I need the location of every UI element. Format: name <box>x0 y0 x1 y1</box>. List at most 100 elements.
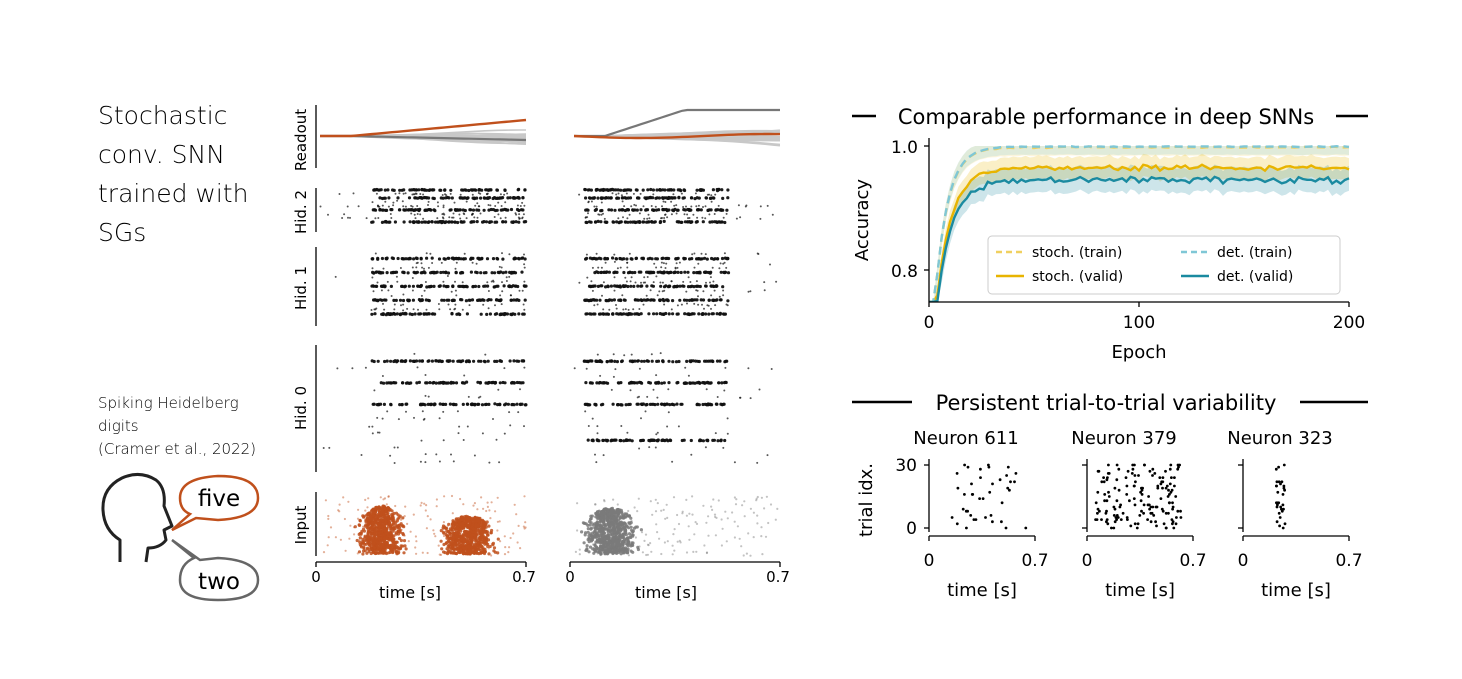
spike <box>391 188 395 192</box>
spike <box>506 196 510 200</box>
spike <box>479 212 482 215</box>
row-labels: Readout Hid. 2 Hid. 1 Hid. 0 Input <box>292 109 310 545</box>
spike <box>427 196 431 200</box>
spike <box>410 212 413 215</box>
input-spike <box>691 495 694 498</box>
trial-spike <box>1175 516 1178 519</box>
hid0-spikes <box>573 352 773 464</box>
spike <box>412 257 416 261</box>
spike <box>460 298 464 302</box>
spike <box>663 303 666 306</box>
input-spike <box>597 549 600 552</box>
input-spike <box>749 507 753 510</box>
spike <box>424 394 427 397</box>
spike <box>449 308 452 311</box>
spike <box>585 312 589 316</box>
input-spike <box>460 543 465 547</box>
spike <box>375 307 378 310</box>
spike <box>647 380 651 385</box>
spike <box>709 284 713 288</box>
spike <box>678 261 681 264</box>
spike <box>624 276 627 279</box>
input-spike <box>660 552 663 556</box>
spike <box>611 312 615 316</box>
input-spike <box>462 526 466 530</box>
spike <box>471 261 474 264</box>
spike <box>443 257 447 261</box>
spike <box>642 303 645 306</box>
spike <box>710 194 713 197</box>
trial-spike <box>956 486 960 490</box>
acc-ytick-1: 1.0 <box>891 138 918 158</box>
spike <box>506 402 510 406</box>
input-spike <box>713 513 717 516</box>
spike <box>510 294 512 297</box>
spike <box>426 359 430 363</box>
spike <box>398 313 402 317</box>
input-spike <box>767 521 770 525</box>
input-spike <box>446 551 450 555</box>
spike <box>698 271 702 275</box>
input-spike <box>326 544 329 547</box>
hid2-spikes <box>578 187 774 225</box>
input-spike <box>370 521 375 525</box>
input-spike <box>576 529 579 532</box>
input-spike <box>760 526 763 529</box>
spike <box>389 454 392 457</box>
spike <box>719 298 723 302</box>
spike <box>416 366 419 369</box>
input-spike <box>516 541 519 544</box>
spike <box>695 208 700 212</box>
spike <box>675 284 680 288</box>
spike <box>585 367 588 370</box>
spike <box>404 192 407 195</box>
input-spike <box>745 552 749 555</box>
spike <box>458 208 462 212</box>
input-spike <box>358 538 361 542</box>
spike <box>690 298 694 302</box>
legend-stoch-valid: stoch. (valid) <box>1032 269 1123 285</box>
input-spike <box>583 533 587 537</box>
input-spike <box>694 521 697 524</box>
spike <box>377 217 380 219</box>
input-spike <box>522 525 526 528</box>
spike <box>402 303 405 306</box>
spike <box>412 359 417 363</box>
input-spike <box>364 518 368 522</box>
input-spike <box>396 517 400 521</box>
input-spike <box>394 511 398 515</box>
spike <box>423 267 425 270</box>
spike <box>487 402 491 406</box>
spike <box>446 359 450 363</box>
spike <box>626 217 629 220</box>
input-spike <box>671 544 674 547</box>
trial-spike <box>1117 488 1121 492</box>
input-spike <box>369 546 373 551</box>
input-spike <box>707 515 710 518</box>
acc-ytick-0: 0.8 <box>891 262 918 282</box>
spike <box>406 208 411 212</box>
spike <box>638 308 641 310</box>
spike <box>601 188 606 192</box>
input-spike <box>461 550 465 553</box>
input-spike <box>357 532 361 537</box>
input-spike <box>583 549 587 552</box>
spike <box>499 193 502 196</box>
spike <box>383 220 387 224</box>
input-spike <box>384 521 388 526</box>
spike <box>690 257 694 261</box>
spike <box>418 403 423 407</box>
trial-spike <box>1117 467 1121 471</box>
input-spike <box>724 510 727 513</box>
spike <box>425 381 429 385</box>
input-spike <box>586 527 590 531</box>
input-spike <box>676 540 679 543</box>
spike <box>701 298 706 302</box>
input-spike <box>593 526 597 530</box>
spike <box>663 217 666 219</box>
spike <box>400 359 404 363</box>
spike <box>446 271 451 275</box>
spike <box>442 206 445 209</box>
spike <box>380 256 384 261</box>
